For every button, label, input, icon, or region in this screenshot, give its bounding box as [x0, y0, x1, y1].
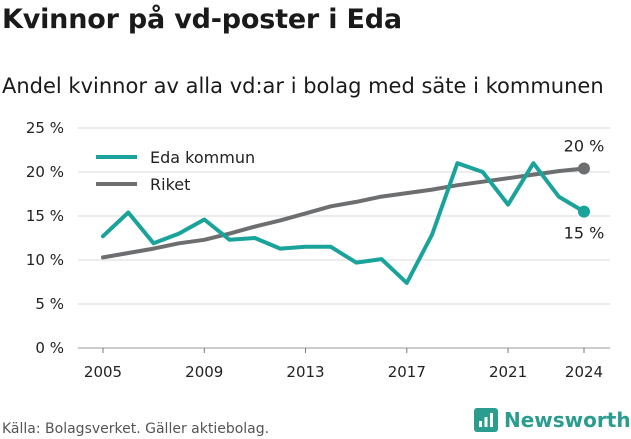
series-line-riket [101, 166, 586, 260]
brand-name: Newsworthy [504, 408, 631, 432]
chart-title: Kvinnor på vd-poster i Eda [2, 4, 402, 35]
end-point-riket [578, 162, 590, 175]
y-axis-tick-labels: 0 % 5 % 10 % 15 % 20 % 25 % [26, 119, 64, 357]
legend-label-riket: Riket [150, 175, 190, 194]
source-note: Källa: Bolagsverket. Gäller aktiebolag. [2, 421, 270, 437]
y-tick-label: 15 % [26, 207, 64, 225]
x-axis-tick-labels: 2005 2009 2013 2017 2021 2024 [84, 348, 603, 381]
y-tick-label: 5 % [35, 295, 64, 313]
newsworthy-logo-icon [474, 408, 498, 432]
y-tick-label: 20 % [26, 163, 64, 181]
y-tick-label: 0 % [35, 339, 64, 357]
x-tick-label: 2021 [489, 363, 527, 381]
end-label-eda-kommun: 15 % [564, 224, 605, 243]
chart-subtitle: Andel kvinnor av alla vd:ar i bolag med … [2, 74, 604, 98]
y-tick-label: 25 % [26, 119, 64, 137]
newsworthy-logo: Newsworthy [474, 408, 631, 432]
x-tick-label: 2009 [185, 363, 223, 381]
end-labels: 15 % 20 % [564, 136, 605, 242]
series-line-eda-kommun [101, 161, 586, 285]
end-label-riket: 20 % [564, 136, 605, 155]
y-tick-label: 10 % [26, 251, 64, 269]
legend: Eda kommun Riket [96, 148, 255, 194]
x-tick-label: 2024 [565, 363, 603, 381]
grid-lines [78, 127, 610, 349]
x-tick-label: 2013 [286, 363, 324, 381]
x-tick-label: 2005 [84, 363, 122, 381]
end-point-eda-kommun [578, 205, 590, 218]
series-lines [101, 161, 590, 285]
legend-label-eda-kommun: Eda kommun [150, 148, 255, 167]
x-tick-label: 2017 [388, 363, 426, 381]
